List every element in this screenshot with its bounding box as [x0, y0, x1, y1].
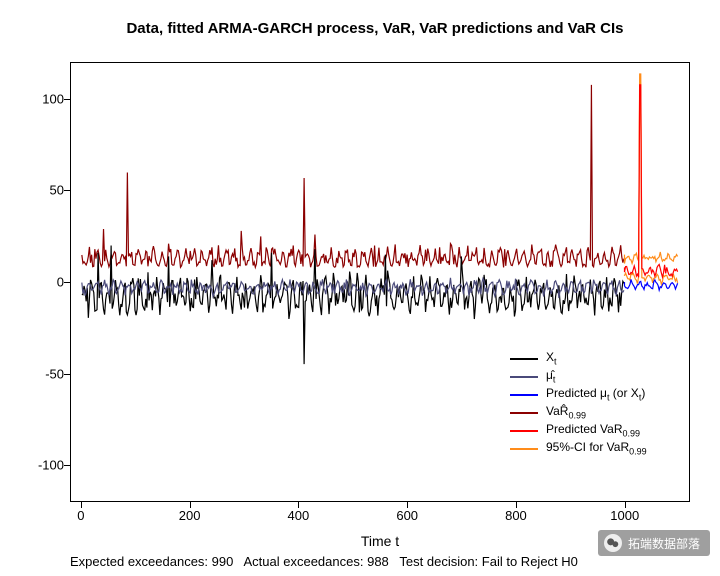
- legend-swatch: [510, 430, 538, 432]
- chart-title: Data, fitted ARMA-GARCH process, VaR, Va…: [40, 20, 710, 37]
- chart-container: Data, fitted ARMA-GARCH process, VaR, Va…: [0, 0, 720, 576]
- legend-swatch: [510, 358, 538, 360]
- x-tick: [298, 502, 299, 508]
- test-value: Fail to Reject H0: [482, 554, 578, 569]
- y-tick: [64, 99, 70, 100]
- legend-swatch: [510, 394, 538, 396]
- series-pred-mu: [624, 279, 677, 290]
- actual-label: Actual exceedances:: [244, 554, 364, 569]
- x-tick-label: 200: [179, 508, 201, 523]
- x-tick-label: 600: [396, 508, 418, 523]
- y-tick: [64, 282, 70, 283]
- legend-swatch: [510, 412, 538, 414]
- caption-line: Expected exceedances: 990 Actual exceeda…: [70, 554, 690, 569]
- watermark-text: 拓端数据部落: [628, 535, 700, 552]
- legend-item: Xt: [510, 350, 647, 368]
- x-tick: [625, 502, 626, 508]
- x-tick-label: 400: [288, 508, 310, 523]
- actual-value: 988: [367, 554, 389, 569]
- series-CI-upper: [624, 74, 677, 264]
- y-tick-label: 100: [24, 91, 64, 106]
- x-tick: [190, 502, 191, 508]
- y-tick-label: -50: [24, 366, 64, 381]
- x-tick-label: 0: [77, 508, 84, 523]
- test-label: Test decision:: [399, 554, 478, 569]
- wechat-icon: [604, 534, 622, 552]
- x-tick: [81, 502, 82, 508]
- x-tick-label: 800: [505, 508, 527, 523]
- legend-label: 95%-CI for VaR0.99: [546, 438, 647, 460]
- y-tick: [64, 465, 70, 466]
- y-tick: [64, 374, 70, 375]
- y-tick-label: -100: [24, 458, 64, 473]
- legend: Xtμ̂tPredicted μt (or Xt)VaR̂0.99Predict…: [510, 350, 647, 458]
- series-VaRhat: [82, 85, 624, 267]
- y-tick-label: 0: [24, 275, 64, 290]
- legend-item: 95%-CI for VaR0.99: [510, 440, 647, 458]
- series-pred-VaR: [624, 85, 677, 277]
- y-tick: [64, 190, 70, 191]
- y-tick-label: 50: [24, 183, 64, 198]
- legend-swatch: [510, 448, 538, 450]
- x-tick: [516, 502, 517, 508]
- expected-label: Expected exceedances:: [70, 554, 208, 569]
- x-tick-label: 1000: [610, 508, 639, 523]
- expected-value: 990: [212, 554, 234, 569]
- watermark: 拓端数据部落: [598, 530, 710, 556]
- x-tick: [407, 502, 408, 508]
- legend-swatch: [510, 376, 538, 378]
